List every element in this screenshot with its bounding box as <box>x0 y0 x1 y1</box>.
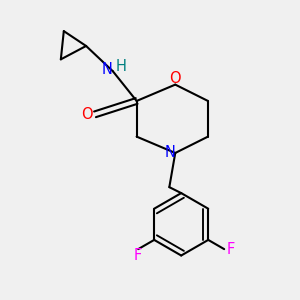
Text: H: H <box>116 59 127 74</box>
Text: F: F <box>226 242 235 256</box>
Text: O: O <box>81 107 92 122</box>
Text: F: F <box>134 248 142 263</box>
Text: N: N <box>164 146 175 160</box>
Text: N: N <box>102 62 113 77</box>
Text: O: O <box>169 70 181 86</box>
